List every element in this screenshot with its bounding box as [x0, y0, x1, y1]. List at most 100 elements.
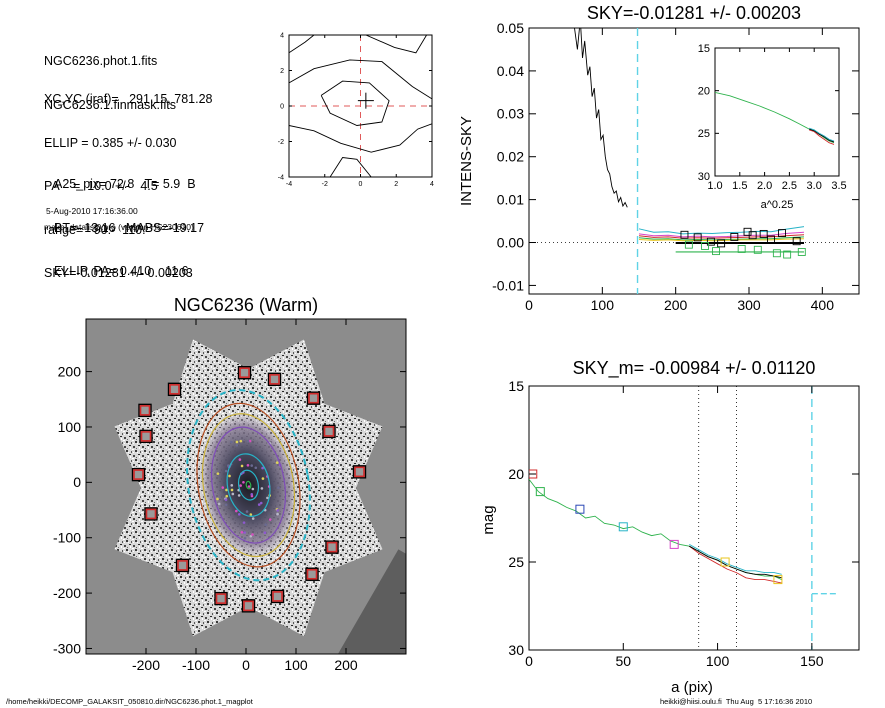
galaxy-body — [197, 410, 300, 560]
sky-box-marker — [767, 235, 775, 244]
galaxy-speck — [251, 487, 255, 491]
inset-xlabel: a^0.25 — [761, 199, 794, 211]
x-tick-label: 50 — [615, 653, 631, 669]
sky-box — [270, 589, 285, 604]
sky-box — [325, 540, 339, 554]
x-tick-label: 1.5 — [732, 180, 747, 192]
sky-box-inner — [177, 560, 188, 571]
galaxy-speck — [230, 440, 233, 444]
galaxy-speck — [243, 536, 247, 540]
galaxy-speck — [275, 461, 279, 464]
sky-box-inner — [239, 367, 250, 379]
info-line: ELLIP, PA= 0.410 11.6 — [54, 264, 189, 278]
sky-box-marker — [783, 250, 792, 259]
x-tick-label: 2.0 — [757, 180, 772, 192]
mag-marker — [773, 575, 783, 585]
contour-line — [329, 157, 372, 177]
sky-series-line — [638, 226, 805, 235]
galaxy-speck — [250, 464, 254, 467]
mag-xlabel: a (pix) — [671, 679, 713, 696]
y-tick-label: 30 — [508, 642, 524, 658]
sky-box-inner — [354, 466, 365, 478]
info-line: A25_pix= 72.8 T= 5.9 B — [54, 177, 196, 191]
sky-box-inner — [133, 469, 144, 480]
sky-box — [352, 465, 367, 479]
galaxy-speck — [261, 477, 265, 480]
galaxy-speck — [230, 484, 234, 487]
sky-box-inner — [269, 374, 280, 385]
x-tick-label: -2 — [322, 181, 328, 188]
galaxy-speck — [231, 492, 235, 496]
x-tick-label: 200 — [664, 297, 688, 313]
info-line: SKY=-0.01281 +/- 0.00203 — [44, 266, 193, 280]
y-tick-label: 0.02 — [497, 149, 524, 165]
profile-line — [574, 28, 628, 208]
galaxy-speck — [266, 496, 269, 500]
y-tick-label: 25 — [508, 554, 524, 570]
galaxy-speck — [263, 531, 267, 535]
mag-panel: SKY_m= -0.00984 +/- 0.01120 mag a (pix) … — [480, 358, 860, 696]
sky-axes: 0 100 200 300 400 -0.01 0.00 0.01 0.02 0.03 0.04 0.… — [492, 20, 859, 313]
galaxy-speck — [235, 509, 238, 513]
x-tick-label: 200 — [334, 657, 358, 673]
galaxy-speck — [250, 493, 254, 496]
mag-plot — [529, 386, 837, 650]
image-content — [86, 319, 406, 654]
y-tick-label: 0.04 — [497, 63, 524, 79]
x-tick-label: 300 — [737, 297, 761, 313]
galaxy-speck — [216, 497, 219, 501]
galaxy-speck — [249, 513, 253, 516]
galaxy-speck — [276, 509, 279, 512]
galaxy-speck — [260, 487, 264, 490]
y-tick-label: 0.05 — [497, 20, 524, 36]
info-line: ELLIP = 0.385 +/- 0.030 — [44, 135, 177, 150]
sky-box — [237, 366, 252, 380]
galaxy-speck — [237, 513, 241, 516]
sky-box-inner — [272, 591, 283, 602]
sky-box — [214, 591, 228, 606]
x-tick-label: 100 — [284, 657, 308, 673]
y-tick-label: 4 — [280, 32, 284, 39]
galaxy-speck — [249, 535, 253, 538]
sky-box — [267, 372, 282, 387]
sky-box — [322, 424, 336, 439]
contour-axes: -4 -2 0 2 4 -4 -2 0 2 4 — [278, 32, 434, 188]
y-tick-label: -200 — [53, 585, 81, 601]
sky-box-inner — [215, 593, 227, 604]
sky-box-marker — [778, 229, 786, 238]
galaxy-speck — [239, 484, 242, 487]
galaxy-speck — [225, 488, 228, 492]
sky-box — [175, 558, 190, 573]
y-tick-label: 15 — [508, 378, 524, 394]
x-tick-label: 0 — [242, 657, 250, 673]
sky-box-marker — [684, 240, 693, 249]
sky-box-inner — [243, 600, 254, 612]
image-axes: -200 -100 0 100 200 -300 -200 -100 0 100 200 — [53, 319, 406, 673]
sky-boxes — [131, 366, 367, 613]
inset-axes: 1.0 1.5 2.0 2.5 3.0 3.5 15 20 25 30 — [698, 43, 847, 192]
sky-box — [144, 507, 158, 521]
galaxy-speck — [264, 523, 268, 526]
y-tick-label: 200 — [58, 364, 82, 380]
sky-box-marker — [772, 249, 781, 258]
galaxy-speck — [230, 488, 234, 492]
mag-marker — [720, 557, 730, 567]
galaxy-speck — [242, 521, 246, 524]
info-line: BT= 13.16 MABS=-19.17 — [54, 220, 205, 235]
contour-line — [289, 35, 315, 54]
y-tick-label: -4 — [278, 174, 284, 181]
x-tick-label: 0 — [359, 181, 363, 188]
sky-box-marker — [759, 229, 768, 238]
galaxy-speck — [277, 486, 280, 489]
galaxy-speck — [238, 458, 242, 461]
mag-series-line — [529, 479, 782, 581]
mag-series-line — [689, 545, 782, 584]
y-tick-label: -0.01 — [492, 277, 524, 293]
x-tick-label: -200 — [132, 657, 160, 673]
galaxy-speck — [245, 510, 249, 513]
mag-series-line — [689, 544, 782, 575]
sky-box — [306, 391, 321, 405]
sky-box-inner — [140, 431, 152, 442]
image-title: NGC6236 (Warm) — [174, 295, 318, 315]
